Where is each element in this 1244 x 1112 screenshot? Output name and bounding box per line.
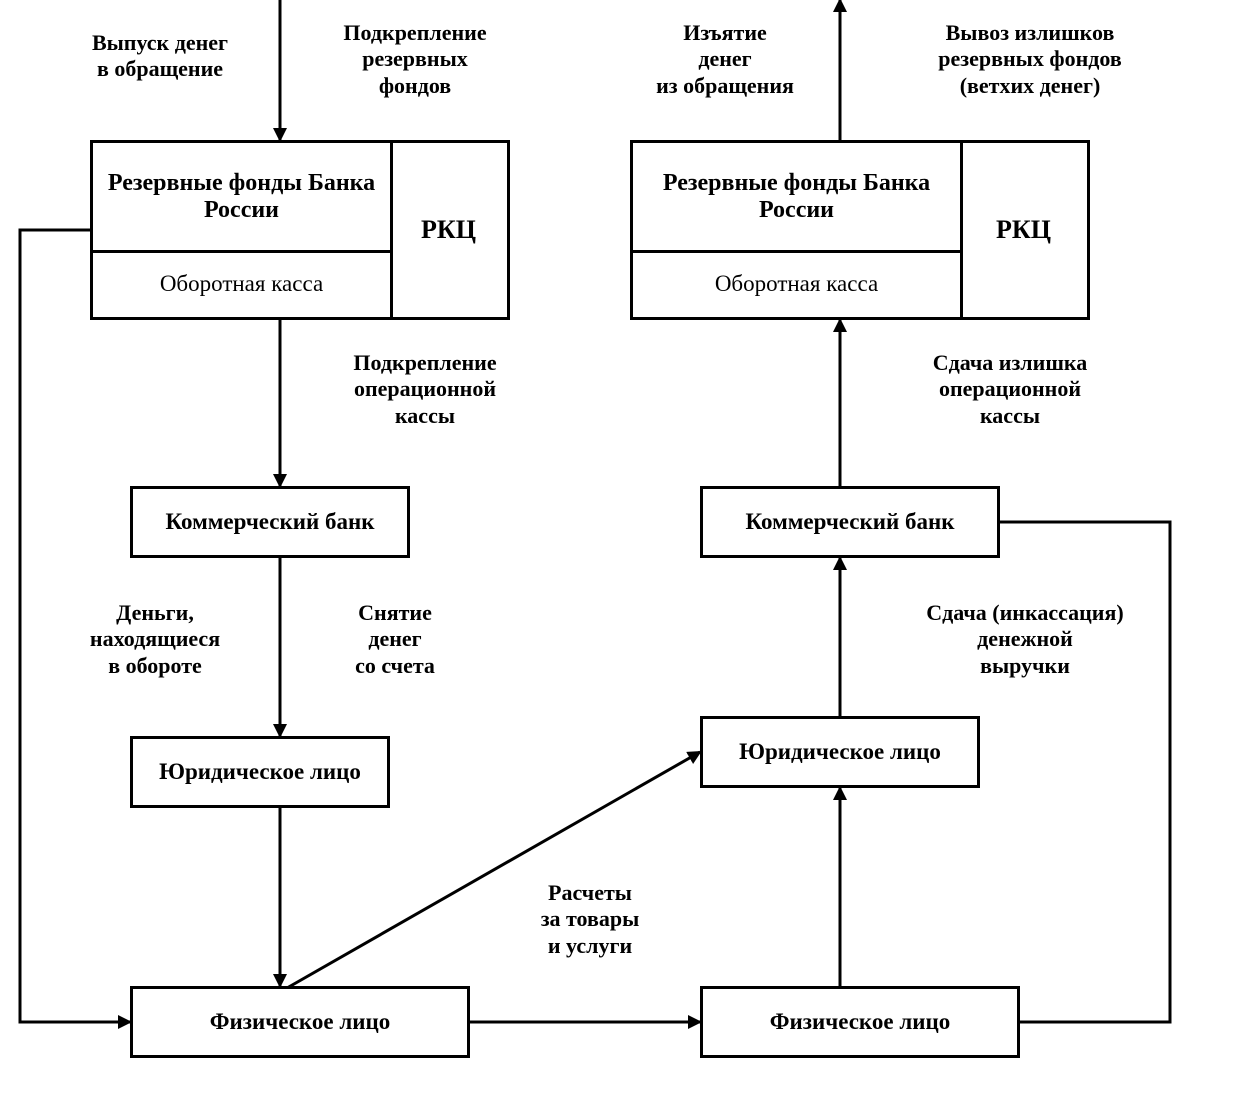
rkc-box-right: Резервные фонды Банка РоссииОборотная ка… [630,140,1090,320]
flow-label: Подкрепление операционной кассы [310,350,540,429]
commercial-bank-box-right: Коммерческий банк [700,486,1000,558]
flow-label: Подкрепление резервных фондов [300,20,530,99]
cashbox-cell: Оборотная касса [93,250,393,317]
flow-label: Изъятие денег из обращения [610,20,840,99]
legal-entity-box-left: Юридическое лицо [130,736,390,808]
individual-box-left: Физическое лицо [130,986,470,1058]
commercial-bank-box-left: Коммерческий банк [130,486,410,558]
rkc-label-cell: РКЦ [390,143,507,317]
rkc-box-left: Резервные фонды Банка РоссииОборотная ка… [90,140,510,320]
cashbox-cell: Оборотная касса [633,250,963,317]
rkc-label-cell: РКЦ [960,143,1087,317]
reserve-funds-cell: Резервные фонды Банка России [633,143,963,253]
reserve-funds-cell: Резервные фонды Банка России [93,143,393,253]
flow-label: Снятие денег со счета [310,600,480,679]
flow-label: Вывоз излишков резервных фондов (ветхих … [880,20,1180,99]
flow-label: Деньги, находящиеся в обороте [50,600,260,679]
flow-arrow [1000,522,1170,1022]
flow-label: Расчеты за товары и услуги [490,880,690,959]
individual-box-right: Физическое лицо [700,986,1020,1058]
flow-label: Выпуск денег в обращение [50,30,270,83]
flow-label: Сдача (инкассация) денежной выручки [880,600,1170,679]
flow-label: Сдача излишка операционной кассы [880,350,1140,429]
legal-entity-box-right: Юридическое лицо [700,716,980,788]
